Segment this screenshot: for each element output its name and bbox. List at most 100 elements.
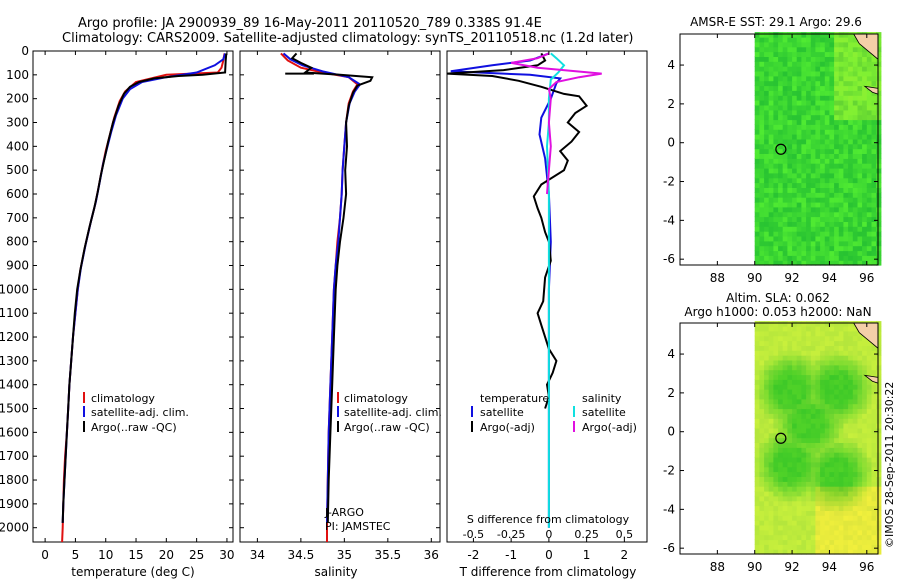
map-cell [754,529,760,536]
map-cell [876,56,882,62]
map-cell [857,427,863,434]
map-cell [806,143,812,150]
map-cell [796,36,802,43]
map-cell [815,46,821,53]
map-cell [801,80,807,87]
map-cell [815,148,821,154]
map-cell [810,114,817,121]
map-cell [862,379,868,385]
map-cell [866,95,873,101]
map-cell [792,36,798,43]
map-cell [787,260,793,266]
map-cell [806,163,812,169]
map-cell [848,158,854,164]
map-cell [759,476,765,482]
map-cell [829,330,835,337]
map-cell [754,340,760,346]
map-cell [862,476,868,482]
map-cell [820,134,826,140]
map-cell [796,515,802,521]
map-cell [792,134,798,140]
map-cell [815,51,821,57]
map-cell [801,158,807,164]
map-cell [866,403,873,410]
map-cell [820,167,826,174]
map-cell [876,466,882,473]
map-cell [778,374,784,380]
map-cell [792,544,798,550]
map-cell [782,408,788,414]
map-cell [764,398,770,405]
map-cell [768,350,774,356]
map-cell [848,534,854,541]
map-cell [782,374,788,380]
map-cell [829,529,835,536]
map-cell [778,393,784,400]
map-cell [768,255,774,261]
map-cell [801,177,807,184]
map-cell [848,32,854,38]
map-cell [764,114,770,121]
map-cell [820,471,826,477]
map-cell [876,167,882,174]
map-cell [815,216,821,222]
map-cell [768,250,774,256]
map-cell [824,520,831,526]
map-cell [801,408,807,414]
map-cell [764,447,770,453]
map-cell [848,384,854,390]
map-cell [810,340,817,346]
map-cell [857,539,863,545]
map-cell [876,206,882,213]
map-cell [843,32,849,38]
map-cell [876,539,882,545]
map-cell [787,75,793,82]
map-cell [806,114,812,121]
map-cell [773,393,779,400]
map-cell [768,500,774,507]
map-cell [862,500,868,507]
map-cell [754,495,760,502]
map-cell [820,466,826,473]
map-cell [866,201,873,208]
map-cell [787,167,793,174]
sst-map-frame [679,33,879,266]
map-cell [857,109,863,116]
map-cell [764,437,770,443]
map-cell [801,36,807,43]
y-tick-label: 1000 [0,282,29,296]
map-cell [852,379,859,385]
y-tick-label: 1300 [0,354,29,368]
map-cell [852,95,859,101]
s-tick-label: 0.5 [616,528,634,541]
map-cell [824,379,831,385]
map-cell [834,500,840,507]
map-cell [815,129,821,135]
map-cell [810,163,817,169]
y-tick-label: -4 [663,213,675,227]
map-cell [824,505,831,511]
map-cell [759,255,765,261]
map-cell [829,325,835,332]
map-cell [834,403,840,410]
map-cell [829,524,835,531]
map-cell [871,114,877,121]
map-cell [852,345,859,351]
series-line [545,52,566,528]
map-cell [754,432,760,439]
map-cell [876,471,882,477]
map-cell [848,163,854,169]
map-cell [843,374,849,380]
map-cell [843,393,849,400]
map-cell [801,206,807,213]
map-cell [848,490,854,497]
map-cell [848,505,854,511]
map-cell [871,158,877,164]
map-cell [754,109,760,116]
map-cell [876,495,882,502]
map-cell [866,471,873,477]
map-cell [852,340,859,346]
map-cell [820,226,826,232]
map-cell [824,490,831,497]
map-cell [759,32,765,38]
